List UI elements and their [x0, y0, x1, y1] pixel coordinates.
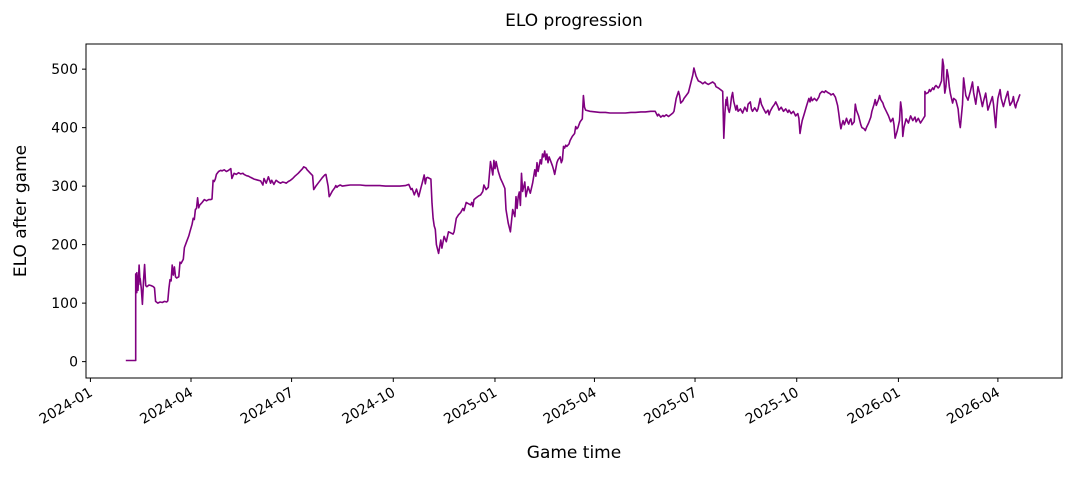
x-tick-label: 2025-01 — [441, 385, 500, 428]
y-tick-label: 500 — [51, 62, 78, 78]
x-tick-label: 2024-10 — [340, 385, 399, 428]
x-tick-label: 2024-07 — [238, 385, 297, 428]
x-tick-label: 2026-04 — [944, 385, 1003, 428]
x-tick-label: 2024-04 — [137, 385, 196, 428]
x-tick-label: 2025-07 — [641, 385, 700, 428]
y-tick-label: 400 — [51, 121, 78, 137]
x-tick-label: 2025-10 — [743, 385, 802, 428]
y-tick-label: 200 — [51, 238, 78, 254]
y-tick-label: 0 — [69, 355, 78, 371]
x-tick-label: 2025-04 — [541, 385, 600, 428]
x-axis-title: Game time — [526, 443, 622, 463]
x-tick-label: 2024-01 — [37, 385, 96, 428]
x-tick-label: 2026-01 — [845, 385, 904, 428]
chart-title: ELO progression — [505, 11, 643, 31]
y-tick-label: 300 — [51, 179, 78, 195]
y-axis-title: ELO after game — [11, 144, 31, 278]
y-tick-label: 100 — [51, 296, 78, 312]
plot-border — [85, 43, 1063, 379]
elo-line — [125, 58, 1021, 362]
